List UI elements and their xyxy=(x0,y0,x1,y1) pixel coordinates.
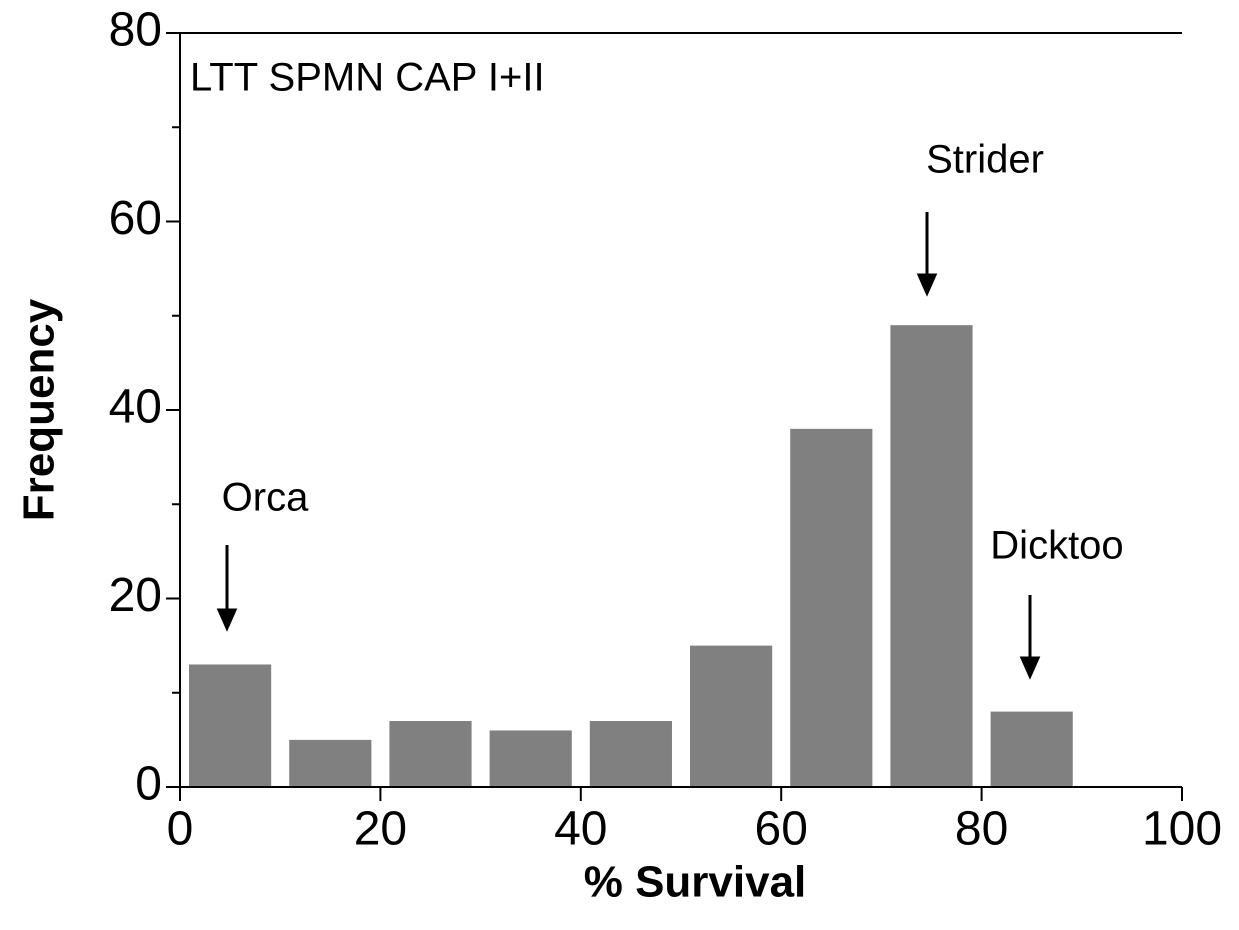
x-tick-label: 60 xyxy=(755,803,808,856)
annotation: Orca xyxy=(222,476,309,520)
x-tick-label: 0 xyxy=(167,803,194,856)
y-axis-label: Frequency xyxy=(15,298,64,521)
bar xyxy=(990,711,1073,787)
bar xyxy=(489,730,572,787)
y-tick-label: 0 xyxy=(135,758,162,811)
bar xyxy=(189,664,272,787)
bar xyxy=(289,739,372,787)
arrow-head xyxy=(916,273,938,297)
y-tick-label: 60 xyxy=(109,192,162,245)
x-tick-label: 20 xyxy=(354,803,407,856)
y-tick-label: 80 xyxy=(109,4,162,57)
annotation: LTT SPMN CAP I+II xyxy=(190,56,545,100)
x-axis-label: % Survival xyxy=(584,858,807,907)
x-tick-label: 100 xyxy=(1142,803,1222,856)
arrow-head xyxy=(216,608,238,632)
annotation: Strider xyxy=(926,138,1044,182)
y-tick-label: 40 xyxy=(109,381,162,434)
bar xyxy=(790,428,873,787)
arrow-head xyxy=(1019,656,1041,680)
y-tick-label: 20 xyxy=(109,569,162,622)
x-tick-label: 80 xyxy=(955,803,1008,856)
x-tick-label: 40 xyxy=(554,803,607,856)
bar xyxy=(589,721,672,787)
arrows xyxy=(216,212,1041,680)
bar xyxy=(690,645,773,787)
bar xyxy=(890,325,973,787)
annotation: Dicktoo xyxy=(990,524,1123,568)
bar xyxy=(389,721,472,787)
